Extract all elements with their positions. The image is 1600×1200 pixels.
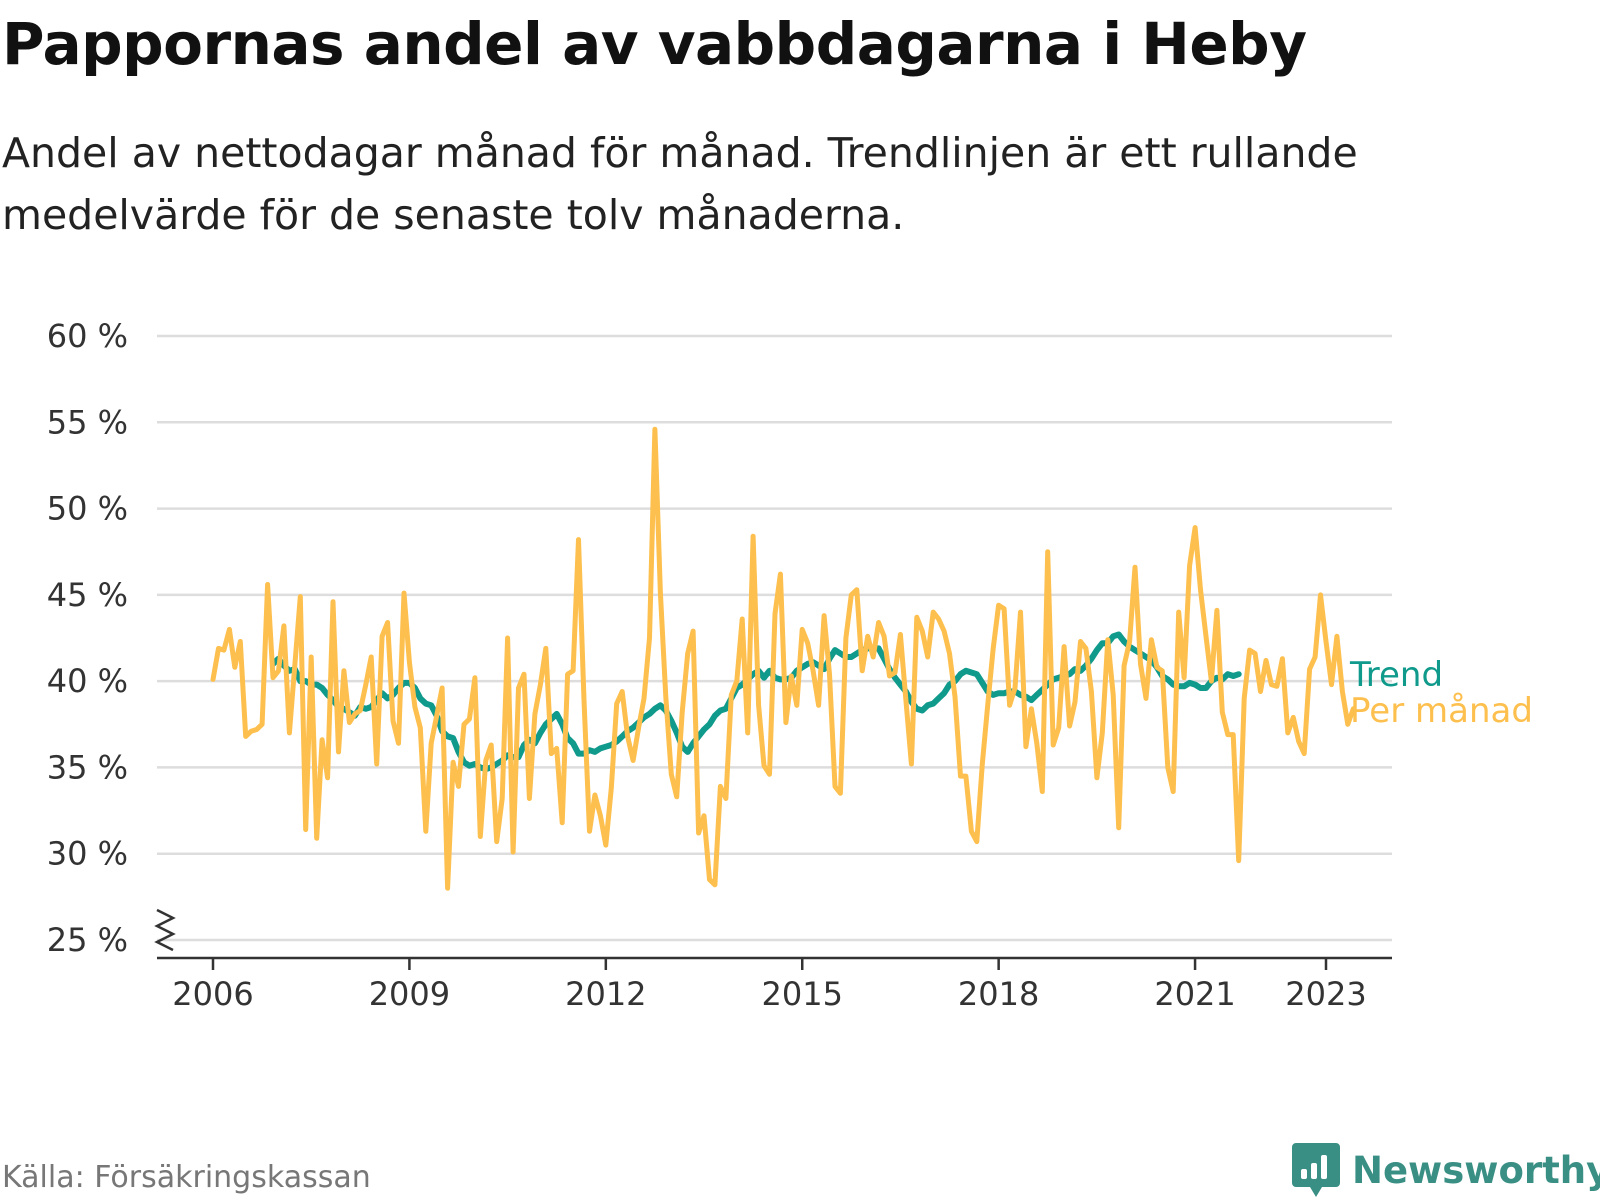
y-tick-label-60: 60 % xyxy=(47,317,128,355)
x-tick-label-2018: 2018 xyxy=(958,975,1039,1013)
brand-logo: Newsworthy xyxy=(1292,1140,1600,1200)
y-tick-label-45: 45 % xyxy=(47,576,128,614)
y-tick-label-55: 55 % xyxy=(47,403,128,441)
y-tick-label-30: 30 % xyxy=(47,835,128,873)
x-tick-label-2023: 2023 xyxy=(1285,975,1366,1013)
y-tick-label-40: 40 % xyxy=(47,662,128,700)
axis-break-icon xyxy=(154,908,176,952)
chart-title: Pappornas andel av vabbdagarna i Heby xyxy=(2,10,1307,78)
x-axis: 2006 2009 2012 2015 2018 2021 2023 xyxy=(154,908,1392,1013)
x-tick-label-2021: 2021 xyxy=(1154,975,1235,1013)
series-line-per-m-nad xyxy=(210,426,1356,891)
x-tick-label-2009: 2009 xyxy=(369,975,450,1013)
y-axis-labels: 25 % 30 % 35 % 40 % 45 % 50 % 55 % 60 % xyxy=(47,317,128,959)
y-tick-label-50: 50 % xyxy=(47,490,128,528)
y-tick-label-35: 35 % xyxy=(47,748,128,786)
series-lines xyxy=(210,426,1356,891)
line-chart: 25 %30 %35 %40 %45 %50 %55 %60 % 2006 200… xyxy=(47,317,1533,1013)
newsworthy-logo-icon xyxy=(1292,1143,1340,1197)
x-tick-label-2012: 2012 xyxy=(565,975,646,1013)
legend-label-per-m-nad: Per månad xyxy=(1350,691,1533,731)
brand-name: Newsworthy xyxy=(1352,1148,1600,1192)
source-note: Källa: Försäkringskassan xyxy=(2,1160,371,1195)
chart-subtitle: Andel av nettodagar månad för månad. Tre… xyxy=(2,129,1358,239)
x-tick-label-2015: 2015 xyxy=(762,975,843,1013)
legend-label-trend: Trend xyxy=(1349,655,1443,695)
x-tick-label-2006: 2006 xyxy=(172,975,253,1013)
y-tick-label-25: 25 % xyxy=(47,921,128,959)
